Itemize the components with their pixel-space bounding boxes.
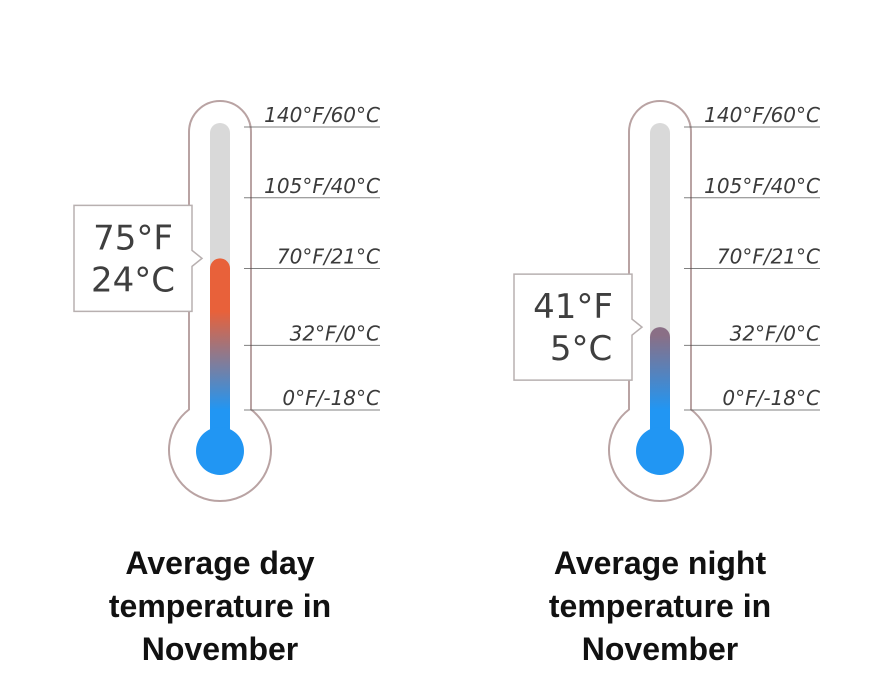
tick-label: 0°F/-18°C (282, 386, 380, 410)
chart-title-line: temperature in (109, 588, 331, 624)
tick-label: 105°F/40°C (264, 174, 380, 198)
tick-label: 32°F/0°C (290, 321, 380, 345)
tick-label: 140°F/60°C (264, 103, 380, 127)
callout-fahrenheit: 41°F (533, 287, 613, 327)
tick-label: 32°F/0°C (730, 321, 820, 345)
thermometer-1: 140°F/60°C 105°F/40°C 70°F/21°C 32°F/0°C 0°F… (73, 100, 380, 667)
chart-title-line: November (582, 631, 739, 667)
callout-fahrenheit: 75°F (93, 218, 173, 258)
tick-label: 105°F/40°C (704, 174, 820, 198)
tick-label: 140°F/60°C (704, 103, 820, 127)
value-callout (73, 204, 204, 313)
mercury-bulb (636, 427, 684, 475)
thermometer-2: 140°F/60°C 105°F/40°C 70°F/21°C 32°F/0°C 0°F… (513, 100, 820, 667)
chart-title-line: temperature in (549, 588, 771, 624)
chart-title-line: Average night (554, 545, 767, 581)
callout-celsius: 5°C (550, 329, 612, 369)
value-callout (513, 273, 644, 381)
mercury-bulb (196, 427, 244, 475)
tick-label: 70°F/21°C (717, 245, 820, 269)
chart-title-line: Average day (125, 545, 314, 581)
callout-celsius: 24°C (91, 260, 175, 300)
tick-label: 0°F/-18°C (722, 386, 820, 410)
tick-label: 70°F/21°C (277, 245, 380, 269)
chart-title-line: November (142, 631, 299, 667)
